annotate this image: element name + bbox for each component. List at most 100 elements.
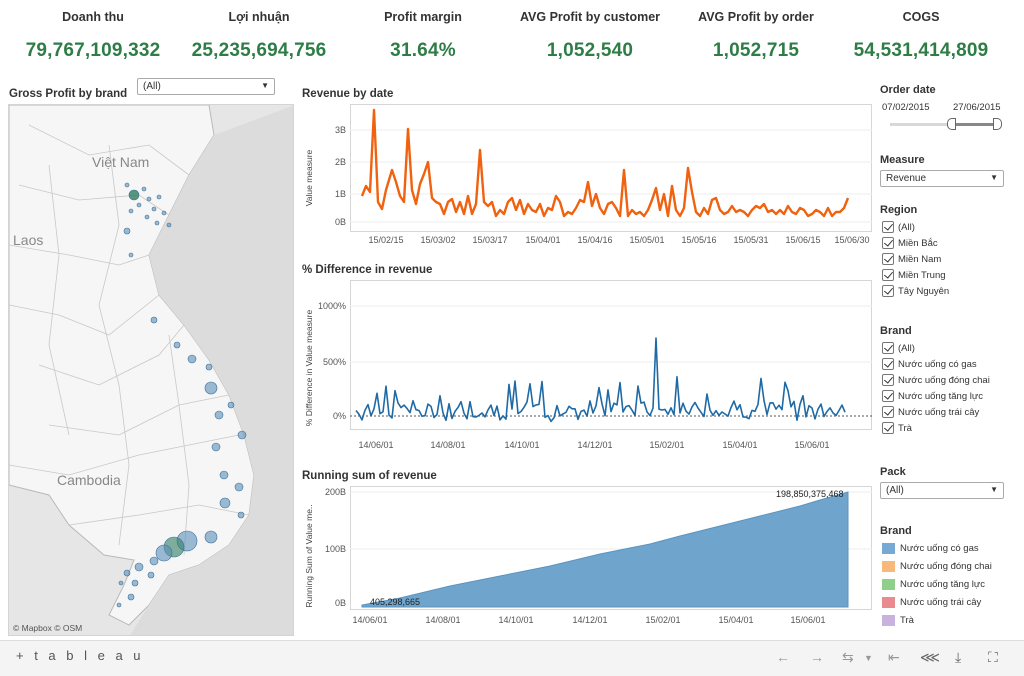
brand-option[interactable]: Nước uống có gas (882, 357, 977, 371)
tableau-logo[interactable]: + t a b l e a u (16, 648, 145, 663)
revert-all-icon[interactable]: ⇤ (888, 649, 900, 665)
region-option[interactable]: Miền Bắc (882, 236, 938, 250)
running-ylabel: Running Sum of Value me.. (304, 504, 314, 607)
diff-yticks: 1000% 500% 0% (318, 301, 346, 421)
diff-chart-frame (350, 280, 872, 430)
legend-swatch (882, 596, 895, 608)
gross-profit-map[interactable]: Việt Nam Laos Cambodia © Mapbox © OSM (8, 104, 294, 636)
legend-label: Nước uống có gas (900, 542, 979, 554)
legend-label: Nước uống đóng chai (900, 560, 992, 572)
order-date-title: Order date (880, 84, 936, 96)
checkbox-checked-icon[interactable] (882, 285, 894, 297)
legend-label: Nước uống trái cây (900, 596, 982, 608)
legend-item[interactable]: Nước uống tăng lực (882, 577, 985, 591)
revenue-xtick: 15/06/30 (834, 235, 869, 245)
checkbox-checked-icon[interactable] (882, 342, 894, 354)
brand-legend-title: Brand (880, 525, 912, 537)
region-option[interactable]: Tây Nguyên (882, 284, 949, 298)
checkbox-checked-icon[interactable] (882, 221, 894, 233)
diff-line (355, 337, 846, 423)
legend-label: Nước uống tăng lực (900, 578, 985, 590)
revenue-xtick: 15/05/16 (681, 235, 716, 245)
revenue-ylabel: Value measure (304, 149, 314, 206)
diff-chart-title: % Difference in revenue (302, 264, 433, 276)
date-slider-start-handle[interactable] (947, 118, 956, 130)
revenue-xtick: 15/04/16 (577, 235, 612, 245)
running-chart[interactable]: 200B 100B 0B Running Sum of Value me.. 4… (300, 486, 875, 630)
diff-ytick: 0% (333, 411, 346, 421)
checkbox-checked-icon[interactable] (882, 374, 894, 386)
running-xtick: 15/04/01 (718, 615, 753, 625)
legend-item[interactable]: Nước uống trái cây (882, 595, 981, 609)
legend-swatch (882, 614, 895, 626)
brand-option[interactable]: Nước uống trái cây (882, 405, 979, 419)
checkbox-checked-icon[interactable] (882, 406, 894, 418)
brand-option[interactable]: (All) (882, 341, 915, 355)
brand-option[interactable]: Nước uống đóng chai (882, 373, 990, 387)
running-xtick: 15/02/01 (645, 615, 680, 625)
kpi-avg-profit-order: AVG Profit by order 1,052,715 (671, 10, 841, 62)
legend-item[interactable]: Trà (882, 613, 914, 627)
brand-option[interactable]: Trà (882, 421, 912, 435)
running-xtick: 14/10/01 (498, 615, 533, 625)
undo-icon[interactable]: ← (776, 649, 790, 665)
pack-title: Pack (880, 466, 906, 478)
region-option[interactable]: Miền Trung (882, 268, 946, 282)
brand-option[interactable]: Nước uống tăng lực (882, 389, 983, 403)
diff-gridlines (350, 305, 872, 363)
diff-xtick: 14/12/01 (577, 440, 612, 450)
date-slider-end-handle[interactable] (993, 118, 1002, 130)
diff-ytick: 1000% (318, 301, 346, 311)
region-option[interactable]: (All) (882, 220, 915, 234)
running-end-label: 198,850,375,468 (776, 489, 844, 499)
kpi-avg-profit-customer: AVG Profit by customer 1,052,540 (505, 10, 675, 62)
region-option[interactable]: Miền Nam (882, 252, 941, 266)
kpi-profit: Lợi nhuận 25,235,694,756 (174, 10, 344, 62)
pack-value: (All) (886, 485, 904, 496)
revenue-chart[interactable]: 3B 2B 1B 0B Value measure 15/02/15 15/03… (300, 104, 875, 254)
checkbox-checked-icon[interactable] (882, 422, 894, 434)
diff-chart[interactable]: 1000% 500% 0% % Difference in Value meas… (300, 280, 875, 455)
brand-option-label: Nước uống đóng chai (898, 374, 990, 386)
kpi-value: 54,531,414,809 (853, 40, 989, 61)
checkbox-checked-icon[interactable] (882, 269, 894, 281)
checkbox-checked-icon[interactable] (882, 390, 894, 402)
measure-select[interactable]: Revenue ▼ (880, 170, 1004, 187)
legend-label: Trà (900, 614, 914, 626)
pack-select[interactable]: (All) ▼ (880, 482, 1004, 499)
kpi-value: 1,052,715 (712, 40, 800, 61)
running-area (361, 491, 849, 608)
kpi-label: Profit margin (384, 10, 462, 24)
kpi-cogs: COGS 54,531,414,809 (836, 10, 1006, 62)
kpi-label: AVG Profit by customer (519, 10, 661, 24)
date-slider-track[interactable] (890, 123, 1000, 126)
legend-item[interactable]: Nước uống có gas (882, 541, 979, 555)
revenue-ytick: 1B (335, 189, 346, 199)
redo-icon[interactable]: → (810, 649, 824, 665)
share-icon[interactable]: ⋘ (920, 649, 940, 665)
region-option-label: (All) (898, 221, 915, 233)
brand-map-filter-value: (All) (143, 81, 161, 92)
download-icon[interactable]: ⤓ (955, 649, 962, 665)
brand-map-filter[interactable]: (All) ▼ (137, 78, 275, 95)
checkbox-checked-icon[interactable] (882, 237, 894, 249)
checkbox-checked-icon[interactable] (882, 358, 894, 370)
running-start-label: 405,298,665 (370, 597, 420, 607)
checkbox-checked-icon[interactable] (882, 253, 894, 265)
measure-value: Revenue (886, 173, 927, 184)
diff-xtick: 14/10/01 (504, 440, 539, 450)
region-option-label: Miền Nam (898, 253, 942, 265)
legend-item[interactable]: Nước uống đóng chai (882, 559, 992, 573)
diff-ytick: 500% (323, 357, 346, 367)
legend-swatch (882, 542, 895, 554)
revenue-xtick: 15/06/15 (785, 235, 820, 245)
region-option-label: Miền Trung (898, 269, 946, 281)
brand-option-label: Trà (898, 422, 912, 434)
kpi-value: 79,767,109,332 (25, 40, 161, 61)
region-option-label: Miền Bắc (898, 237, 938, 249)
revenue-xtick: 15/03/17 (472, 235, 507, 245)
map-svg: Việt Nam Laos Cambodia © Mapbox © OSM (9, 105, 293, 635)
fullscreen-icon[interactable]: ⛶ (988, 649, 998, 665)
revert-icon[interactable]: ⇆ (842, 649, 854, 665)
chevron-down-icon[interactable]: ▼ (864, 653, 873, 663)
